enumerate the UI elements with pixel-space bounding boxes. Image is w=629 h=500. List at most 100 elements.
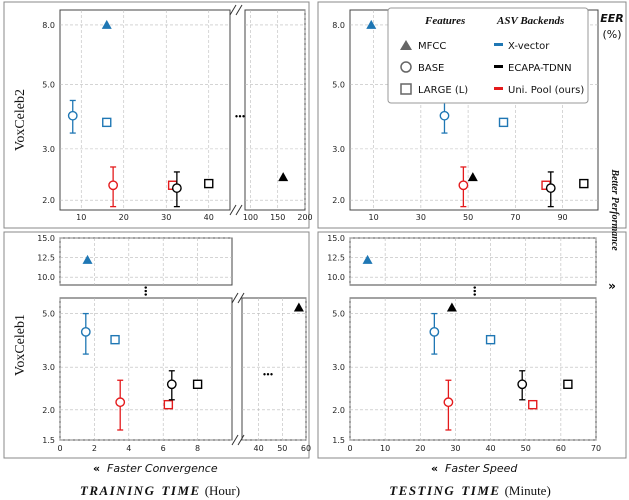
- test-vox1-ytick: 5.0: [332, 310, 345, 319]
- test-vox1-xtick: 20: [415, 444, 425, 453]
- test-vox1-axes-box: [349, 297, 597, 441]
- train-vox1-ytick: 1.5: [42, 436, 55, 445]
- train-vox2-xtick: 200: [297, 213, 312, 222]
- eer-label: EER: [600, 12, 624, 25]
- train-vox1-axis-break-icon: [231, 434, 239, 446]
- train-vox2-xtick: 40: [204, 213, 214, 222]
- row-label-voxceleb1: VoxCeleb1: [13, 314, 28, 376]
- legend-feature-base: BASE: [418, 63, 444, 74]
- train-vox1-xtick: 2: [92, 444, 97, 453]
- chart-train-vox2: 10 20 30 40 100 150 200 2.0 3.0 5.0 8.0 •••: [42, 4, 313, 222]
- train-vox2-axis-break-icon: [235, 4, 243, 16]
- train-vox1-point-square-ecapa: [192, 379, 203, 389]
- test-vox2-ytick: 8.0: [332, 21, 345, 30]
- train-vox2-ellipsis-icon: •••: [235, 112, 246, 123]
- test-vox1-axes-box: [349, 237, 597, 286]
- test-vox1-point-triangle-ecapa: [446, 302, 457, 312]
- train-vox2-axis-break-icon: [229, 4, 237, 16]
- test-vox1-xtick: 0: [347, 444, 352, 453]
- legend-box: [387, 7, 589, 104]
- train-vox1-point-square-unipool: [163, 399, 174, 410]
- chart-test-vox1: 0 10 20 30 40 50 60 70 10.0 12.5 15.0 1.5 2.0 3.0 5.0 •…: [327, 234, 601, 453]
- test-vox1-ytick: 15.0: [327, 234, 345, 243]
- test-vox2-point-circle-ecapa: [545, 183, 556, 193]
- test-vox2-point-circle-unipool: [458, 180, 469, 191]
- train-vox2-point-square-xvector: [102, 117, 112, 128]
- train-vox1-xtick: 60: [301, 444, 311, 453]
- test-vox2-ytick: 2.0: [332, 196, 345, 205]
- legend-backend-ecapa: ECAPA-TDNN: [508, 63, 572, 74]
- train-vox1-point-triangle-xvector: [82, 254, 93, 264]
- train-vox2-xtick: 100: [243, 213, 258, 222]
- train-vox2-axis-break-icon: [235, 204, 243, 216]
- test-vox1-xtick: 50: [521, 444, 531, 453]
- test-vox2-ytick: 5.0: [332, 80, 345, 89]
- train-vox1-xtick: 50: [277, 444, 287, 453]
- legend-feature-large: LARGE (L): [418, 85, 468, 96]
- test-vox2-ytick: 3.0: [332, 145, 345, 154]
- row-label-voxceleb2: VoxCeleb2: [13, 89, 28, 151]
- legend-features-title: Features: [424, 15, 465, 27]
- test-vox2-point-triangle-xvector: [366, 19, 377, 29]
- train-vox1-ytick: 2.0: [42, 406, 55, 415]
- train-vox1-ytick: 10.0: [37, 273, 55, 282]
- test-vox1-xtick: 30: [450, 444, 460, 453]
- legend-circle-icon: [400, 61, 412, 73]
- train-vox1-ytick: 12.5: [37, 254, 55, 263]
- test-vox2-point-circle-xvector: [439, 110, 450, 121]
- train-vox1-point-circle-xvector: [80, 326, 91, 337]
- panel-frame-train-vox1: [3, 231, 310, 459]
- train-vox1-axes-box: [241, 297, 307, 441]
- test-vox2-point-square-ecapa: [579, 178, 589, 189]
- train-vox1-point-circle-ecapa: [166, 379, 177, 390]
- train-vox1-ytick: 3.0: [42, 363, 55, 372]
- train-vox2-xtick: 10: [76, 213, 86, 222]
- train-vox1-ytick: 15.0: [37, 234, 55, 243]
- train-vox2-point-square-ecapa: [204, 178, 214, 189]
- test-vox1-ytick: 10.0: [327, 273, 345, 282]
- train-vox1-axis-break-icon: [231, 292, 239, 304]
- legend-backend-xvector: X-vector: [508, 41, 550, 52]
- faster-convergence-label: Faster Convergence: [107, 462, 218, 475]
- train-vox2-point-circle-xvector: [67, 110, 78, 121]
- test-vox1-xtick: 40: [485, 444, 495, 453]
- train-vox1-axis-break-icon: [237, 292, 245, 304]
- train-vox2-point-circle-unipool: [108, 180, 119, 191]
- legend: Features ASV Backends MFCC BASE LARGE (L…: [387, 7, 589, 104]
- test-vox1-ellipsis-icon: •••: [468, 286, 479, 297]
- legend-square-icon: [400, 83, 412, 95]
- test-vox2-point-square-xvector: [498, 117, 509, 128]
- better-performance-label: Better Performance: [609, 168, 620, 251]
- legend-triangle-icon: [400, 40, 412, 50]
- test-vox1-point-square-xvector: [485, 334, 496, 345]
- train-vox2-xtick: 30: [161, 213, 171, 222]
- legend-backends-title: ASV Backends: [496, 15, 564, 27]
- test-vox2-xtick: 10: [369, 213, 379, 222]
- test-vox2-point-triangle-ecapa: [467, 172, 478, 182]
- train-vox1-point-square-xvector: [110, 334, 120, 345]
- train-vox1-xtick: 4: [126, 444, 131, 453]
- test-vox1-point-circle-unipool: [443, 397, 454, 408]
- legend-xvector-swatch-icon: [494, 43, 503, 46]
- chart-test-vox2: 10 30 50 70 90 2.0 3.0 5.0 8.0: [332, 9, 599, 222]
- test-vox1-xtick: 10: [380, 444, 390, 453]
- legend-feature-mfcc: MFCC: [418, 41, 446, 52]
- test-vox1-point-triangle-xvector: [362, 254, 373, 264]
- train-vox1-xtick: 8: [195, 444, 200, 453]
- test-vox2-xtick: 50: [463, 213, 473, 222]
- panel-frame-train-vox2: [3, 1, 310, 229]
- train-vox2-axes-box: [244, 9, 306, 211]
- faster-speed-label: Faster Speed: [445, 462, 518, 475]
- test-vox1-xtick: 70: [591, 444, 601, 453]
- train-vox2-ytick: 2.0: [42, 196, 55, 205]
- train-vox1-point-circle-unipool: [115, 397, 126, 408]
- test-vox1-point-square-ecapa: [563, 379, 573, 389]
- train-vox2-ytick: 3.0: [42, 145, 55, 154]
- train-vox1-axis-break-icon: [237, 434, 245, 446]
- legend-ecapa-swatch-icon: [494, 65, 503, 68]
- panel-frame-test-vox2: [317, 1, 627, 229]
- train-vox2-point-circle-ecapa: [171, 183, 182, 193]
- panel-frame-test-vox1: [317, 231, 627, 459]
